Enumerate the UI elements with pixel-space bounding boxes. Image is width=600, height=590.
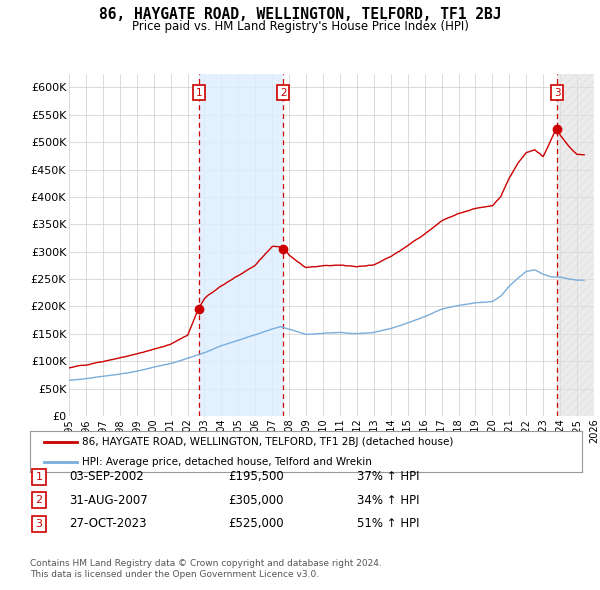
Text: This data is licensed under the Open Government Licence v3.0.: This data is licensed under the Open Gov… (30, 571, 319, 579)
Text: Price paid vs. HM Land Registry's House Price Index (HPI): Price paid vs. HM Land Registry's House … (131, 20, 469, 33)
Text: 1: 1 (196, 87, 202, 97)
Bar (557, 74, 594, 416)
Text: HPI: Average price, detached house, Telford and Wrekin: HPI: Average price, detached house, Telf… (82, 457, 373, 467)
Bar (199, 74, 283, 416)
Text: 37% ↑ HPI: 37% ↑ HPI (357, 470, 419, 483)
Text: 27-OCT-2023: 27-OCT-2023 (69, 517, 146, 530)
Text: 34% ↑ HPI: 34% ↑ HPI (357, 494, 419, 507)
Text: Contains HM Land Registry data © Crown copyright and database right 2024.: Contains HM Land Registry data © Crown c… (30, 559, 382, 568)
Text: 3: 3 (35, 519, 43, 529)
Text: 31-AUG-2007: 31-AUG-2007 (69, 494, 148, 507)
Text: 3: 3 (554, 87, 560, 97)
Text: 86, HAYGATE ROAD, WELLINGTON, TELFORD, TF1 2BJ: 86, HAYGATE ROAD, WELLINGTON, TELFORD, T… (99, 7, 501, 22)
Text: 86, HAYGATE ROAD, WELLINGTON, TELFORD, TF1 2BJ (detached house): 86, HAYGATE ROAD, WELLINGTON, TELFORD, T… (82, 437, 454, 447)
Text: £195,500: £195,500 (228, 470, 284, 483)
Text: 03-SEP-2002: 03-SEP-2002 (69, 470, 144, 483)
Text: 51% ↑ HPI: 51% ↑ HPI (357, 517, 419, 530)
Text: £305,000: £305,000 (228, 494, 284, 507)
Text: £525,000: £525,000 (228, 517, 284, 530)
Text: 2: 2 (280, 87, 287, 97)
Text: 2: 2 (35, 496, 43, 505)
Text: 1: 1 (35, 472, 43, 481)
